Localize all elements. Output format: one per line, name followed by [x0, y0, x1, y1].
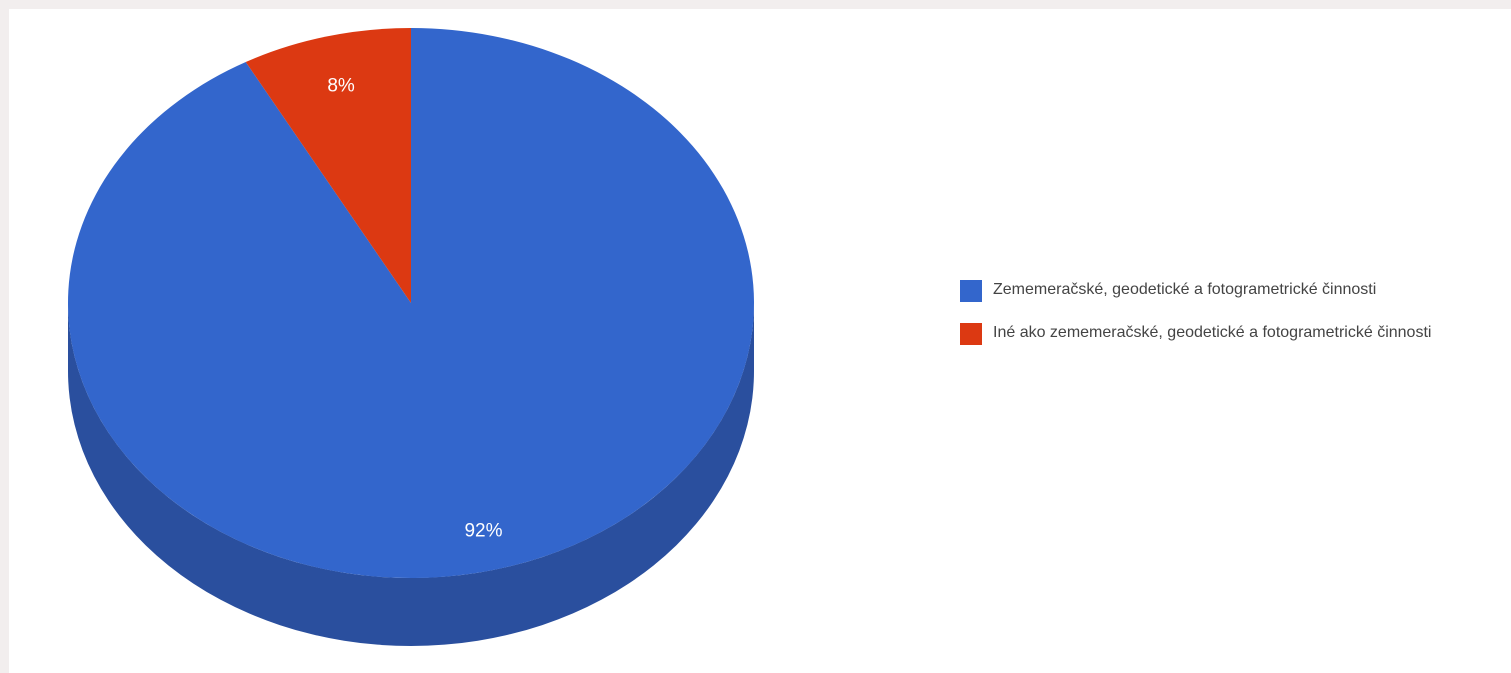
legend-label-other: Iné ako zememeračské, geodetické a fotog… — [993, 324, 1432, 341]
legend-item-other[interactable]: Iné ako zememeračské, geodetické a fotog… — [960, 319, 1480, 346]
legend-swatch-other — [960, 323, 982, 345]
pie-slice-0[interactable] — [67, 28, 755, 579]
legend-swatch-geodetic — [960, 280, 982, 302]
slice-label-1: 8% — [327, 76, 355, 97]
legend-label-geodetic: Zememeračské, geodetické a fotogrametric… — [993, 281, 1377, 298]
slice-label-0: 92% — [464, 520, 502, 541]
pie-slice-1[interactable] — [245, 28, 411, 303]
pie-side-0 — [68, 303, 754, 646]
chart-legend: Zememeračské, geodetické a fotogrametric… — [960, 276, 1480, 362]
legend-item-geodetic[interactable]: Zememeračské, geodetické a fotogrametric… — [960, 276, 1480, 303]
